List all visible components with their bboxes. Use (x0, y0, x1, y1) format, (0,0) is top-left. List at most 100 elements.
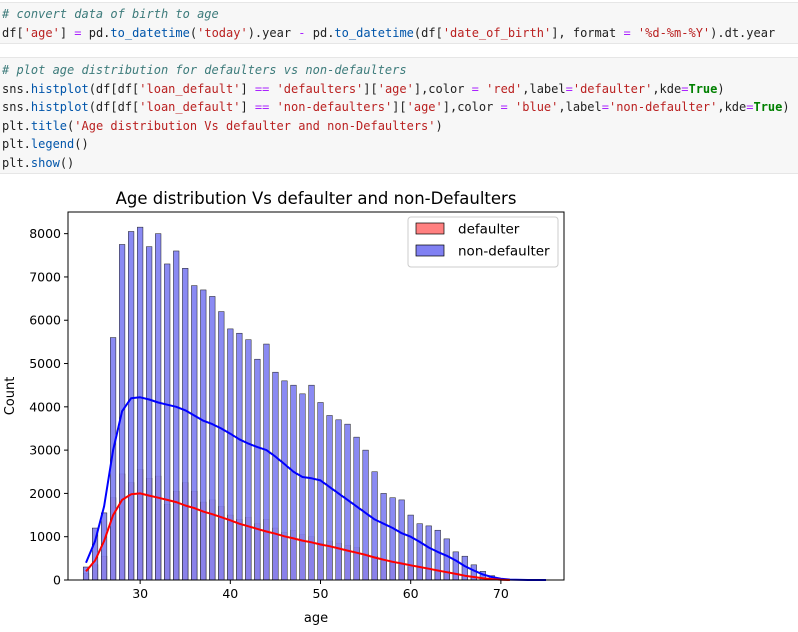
y-tick-label: 4000 (29, 399, 61, 414)
code-token: to_datetime (334, 25, 414, 40)
bar-non-defaulter (146, 246, 153, 581)
y-tick-label: 1000 (29, 529, 61, 544)
code-token: (df[df[ (88, 81, 140, 96)
code-token: sns. (2, 100, 31, 114)
code-token: 'red' (486, 81, 523, 96)
bar-non-defaulter (416, 523, 423, 581)
code-token: == (254, 81, 270, 96)
y-tick-label: 5000 (29, 356, 61, 371)
code-token: ,kde (652, 81, 682, 96)
code-token: = (746, 100, 754, 114)
bar-non-defaulter (317, 402, 324, 581)
bar-non-defaulter (308, 384, 315, 581)
code-cell-2[interactable]: # plot age distribution for defaulters v… (0, 57, 798, 174)
code-token: legend (30, 137, 75, 151)
bar-non-defaulter (407, 514, 414, 581)
code-token (269, 100, 276, 114)
code-token: to_datetime (110, 25, 190, 40)
bar-non-defaulter (335, 419, 342, 581)
code-token: ).dt.year (710, 25, 776, 40)
code-editor-1[interactable]: # convert data of birth to age df['age']… (0, 3, 798, 42)
code-token: plt. (2, 118, 31, 133)
y-tick-label: 7000 (29, 269, 61, 284)
code-token: 'Age distribution Vs defaulter and non-D… (74, 118, 436, 133)
code-token: ( (189, 25, 198, 40)
code-token: ,label (558, 100, 602, 114)
bar-non-defaulter (281, 380, 288, 581)
code-comment: # plot age distribution for defaulters v… (2, 63, 407, 77)
code-token: 'today' (197, 25, 248, 40)
code-token: == (254, 100, 270, 114)
code-token: = (565, 81, 573, 96)
bar-non-defaulter (164, 263, 171, 581)
x-tick-label: 50 (313, 586, 329, 601)
code-token (269, 82, 276, 96)
legend-swatch-defaulter (415, 222, 445, 235)
code-token: sns. (2, 81, 31, 96)
code-token: plt. (2, 137, 31, 151)
code-line: sns.histplot(df[df['loan_default'] == 'n… (2, 100, 790, 114)
bar-non-defaulter (200, 289, 207, 581)
bar-non-defaulter (443, 538, 450, 581)
code-token: 'defaulters' (276, 81, 364, 96)
code-token: 'non-defaulters' (276, 100, 393, 114)
code-token: ],color (442, 100, 501, 114)
code-token: histplot (30, 100, 89, 114)
code-token: histplot (30, 81, 89, 96)
bar-non-defaulter (137, 226, 144, 581)
code-token: = (681, 81, 689, 96)
code-token: pd. (305, 25, 335, 40)
y-tick-label: 0 (53, 573, 61, 588)
code-token (508, 100, 515, 114)
code-token: ,label (522, 81, 566, 96)
code-token: 'date_of_birth' (442, 25, 552, 40)
code-token: 'age' (377, 81, 414, 96)
code-token: ] (59, 25, 75, 40)
bar-non-defaulter (389, 497, 396, 581)
code-line: df['age'] = pd.to_datetime('today').year… (2, 26, 775, 40)
code-token: - (298, 25, 306, 40)
code-token: True (753, 100, 783, 114)
code-line: plt.title('Age distribution Vs defaulter… (2, 119, 443, 133)
bar-non-defaulter (434, 529, 441, 581)
code-token: show (30, 155, 60, 170)
code-token: ).year (247, 25, 299, 40)
kde-non-defaulter (85, 396, 546, 581)
code-line: sns.histplot(df[df['loan_default'] == 'd… (2, 82, 725, 96)
code-token: ) (717, 81, 725, 96)
x-tick-label: 70 (493, 586, 509, 601)
y-tick-label: 2000 (29, 486, 61, 501)
code-token: () (74, 137, 89, 151)
code-token: title (30, 118, 68, 133)
code-token: (df[ (413, 25, 443, 40)
bar-non-defaulter (236, 332, 243, 581)
legend-swatch-non-defaulter (415, 244, 445, 257)
code-token: ) (435, 118, 443, 133)
code-token: = (500, 100, 508, 114)
code-token: 'blue' (515, 100, 559, 114)
code-token: 'age' (23, 25, 60, 40)
code-line: plt.show() (2, 156, 74, 170)
code-token: 'defaulter' (572, 81, 653, 96)
kde-defaulter (85, 492, 510, 581)
legend-label-non-defaulter: non-defaulter (458, 244, 550, 260)
code-token: ],color (413, 81, 472, 96)
code-token: () (59, 155, 75, 170)
code-token: True (688, 81, 718, 96)
code-token: ] (240, 81, 255, 96)
bar-non-defaulter (425, 525, 432, 581)
code-token: (df[df[ (88, 100, 140, 114)
code-token: ] (240, 100, 255, 114)
code-token: = (623, 25, 631, 40)
code-token: 'non-defaulter' (608, 100, 718, 114)
code-token (631, 26, 638, 40)
x-tick-label: 30 (132, 586, 148, 601)
code-token: plt. (2, 155, 31, 170)
code-editor-2[interactable]: # plot age distribution for defaulters v… (0, 58, 798, 172)
code-cell-1[interactable]: # convert data of birth to age df['age']… (0, 2, 798, 44)
bar-non-defaulter (182, 268, 189, 581)
bar-non-defaulter (155, 233, 162, 581)
chart-title: Age distribution Vs defaulter and non-De… (116, 189, 517, 208)
bar-non-defaulter (245, 339, 252, 581)
y-axis-label: Count (3, 377, 18, 416)
